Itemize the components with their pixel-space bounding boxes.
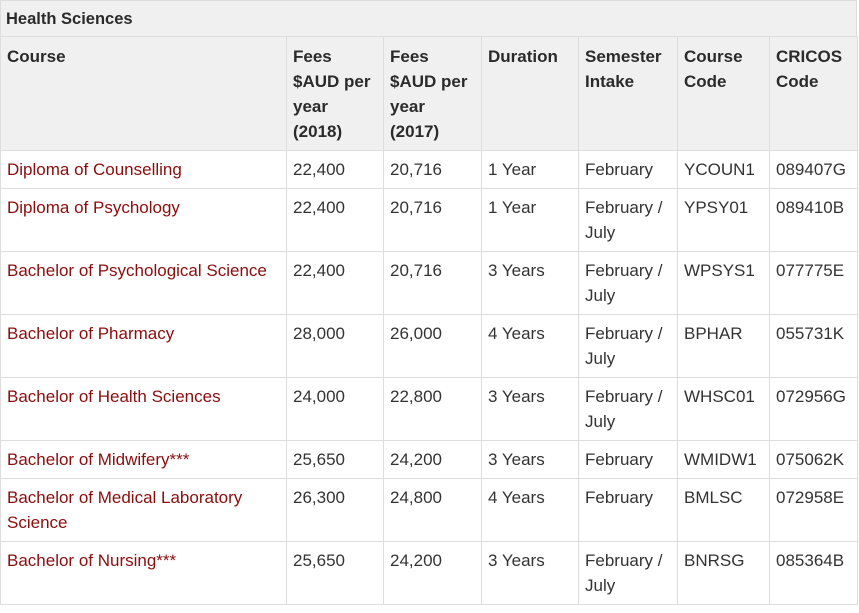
intake-cell: February / July [578, 377, 678, 441]
table-row: Bachelor of Pharmacy 28,000 26,000 4 Yea… [0, 314, 858, 378]
fee-2017-cell: 22,800 [383, 377, 482, 441]
intake-cell: February / July [578, 314, 678, 378]
fee-2017-cell: 24,800 [383, 478, 482, 542]
course-code-cell: YPSY01 [677, 188, 770, 252]
cricos-code-cell: 077775E [769, 251, 858, 315]
table-row: Bachelor of Medical Laboratory Science 2… [0, 478, 858, 542]
course-code-cell: BPHAR [677, 314, 770, 378]
cricos-code-cell: 089407G [769, 150, 858, 189]
fee-2017-cell: 20,716 [383, 150, 482, 189]
cricos-code-cell: 055731K [769, 314, 858, 378]
fee-2018-cell: 25,650 [286, 440, 384, 479]
course-code-cell: BMLSC [677, 478, 770, 542]
duration-cell: 3 Years [481, 251, 579, 315]
intake-cell: February / July [578, 251, 678, 315]
fee-2018-cell: 28,000 [286, 314, 384, 378]
course-link[interactable]: Bachelor of Midwifery*** [7, 450, 190, 469]
intake-cell: February / July [578, 541, 678, 605]
column-header-fees-2018: Fees $AUD per year (2018) [286, 36, 384, 151]
course-link[interactable]: Diploma of Counselling [7, 160, 182, 179]
course-link[interactable]: Diploma of Psychology [7, 198, 180, 217]
course-cell: Diploma of Psychology [0, 188, 287, 252]
table-row: Bachelor of Nursing*** 25,650 24,200 3 Y… [0, 541, 858, 605]
duration-cell: 4 Years [481, 314, 579, 378]
duration-cell: 1 Year [481, 188, 579, 252]
course-link[interactable]: Bachelor of Medical Laboratory Science [7, 488, 243, 532]
fee-2018-cell: 22,400 [286, 188, 384, 252]
table-header-row: Course Fees $AUD per year (2018) Fees $A… [0, 36, 858, 151]
cricos-code-cell: 089410B [769, 188, 858, 252]
cricos-code-cell: 085364B [769, 541, 858, 605]
cricos-code-cell: 072958E [769, 478, 858, 542]
cricos-code-cell: 075062K [769, 440, 858, 479]
table-row: Diploma of Psychology 22,400 20,716 1 Ye… [0, 188, 858, 252]
duration-cell: 3 Years [481, 541, 579, 605]
course-code-cell: WMIDW1 [677, 440, 770, 479]
courses-table: Course Fees $AUD per year (2018) Fees $A… [0, 36, 858, 605]
duration-cell: 3 Years [481, 440, 579, 479]
table-row: Bachelor of Midwifery*** 25,650 24,200 3… [0, 440, 858, 479]
table-row: Bachelor of Psychological Science 22,400… [0, 251, 858, 315]
duration-cell: 4 Years [481, 478, 579, 542]
section-title: Health Sciences [0, 0, 857, 36]
column-header-duration: Duration [481, 36, 579, 151]
course-link[interactable]: Bachelor of Pharmacy [7, 324, 175, 343]
fee-2018-cell: 26,300 [286, 478, 384, 542]
fee-2017-cell: 24,200 [383, 440, 482, 479]
course-link[interactable]: Bachelor of Nursing*** [7, 551, 177, 570]
course-code-cell: WHSC01 [677, 377, 770, 441]
course-link[interactable]: Bachelor of Health Sciences [7, 387, 221, 406]
column-header-fees-2017: Fees $AUD per year (2017) [383, 36, 482, 151]
intake-cell: February [578, 478, 678, 542]
course-cell: Bachelor of Psychological Science [0, 251, 287, 315]
course-code-cell: YCOUN1 [677, 150, 770, 189]
fee-2017-cell: 20,716 [383, 188, 482, 252]
course-cell: Bachelor of Medical Laboratory Science [0, 478, 287, 542]
intake-cell: February / July [578, 188, 678, 252]
course-code-cell: WPSYS1 [677, 251, 770, 315]
course-link[interactable]: Bachelor of Psychological Science [7, 261, 267, 280]
column-header-semester-intake: Semester Intake [578, 36, 678, 151]
course-cell: Bachelor of Nursing*** [0, 541, 287, 605]
column-header-course: Course [0, 36, 287, 151]
table-row: Diploma of Counselling 22,400 20,716 1 Y… [0, 150, 858, 189]
course-cell: Bachelor of Health Sciences [0, 377, 287, 441]
intake-cell: February [578, 440, 678, 479]
fee-2017-cell: 20,716 [383, 251, 482, 315]
intake-cell: February [578, 150, 678, 189]
duration-cell: 3 Years [481, 377, 579, 441]
fee-2017-cell: 26,000 [383, 314, 482, 378]
course-cell: Bachelor of Pharmacy [0, 314, 287, 378]
duration-cell: 1 Year [481, 150, 579, 189]
cricos-code-cell: 072956G [769, 377, 858, 441]
course-cell: Bachelor of Midwifery*** [0, 440, 287, 479]
fee-2018-cell: 22,400 [286, 150, 384, 189]
column-header-cricos-code: CRICOS Code [769, 36, 858, 151]
fee-2018-cell: 24,000 [286, 377, 384, 441]
fee-2018-cell: 22,400 [286, 251, 384, 315]
table-row: Bachelor of Health Sciences 24,000 22,80… [0, 377, 858, 441]
course-cell: Diploma of Counselling [0, 150, 287, 189]
course-code-cell: BNRSG [677, 541, 770, 605]
fee-2017-cell: 24,200 [383, 541, 482, 605]
column-header-course-code: Course Code [677, 36, 770, 151]
fee-2018-cell: 25,650 [286, 541, 384, 605]
